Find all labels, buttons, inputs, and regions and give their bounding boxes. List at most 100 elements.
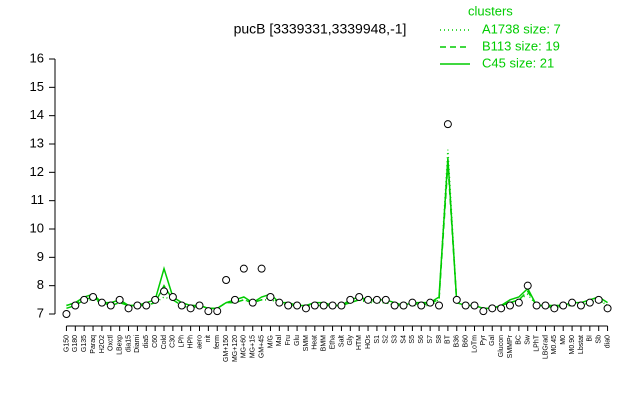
x-tick-label: Sw xyxy=(525,334,532,345)
x-tick-label: dia5 xyxy=(143,335,150,348)
data-point xyxy=(355,293,364,301)
data-point xyxy=(576,301,585,310)
data-point xyxy=(124,304,133,313)
data-point xyxy=(443,120,452,129)
x-tick-label: aero xyxy=(196,335,203,349)
data-point xyxy=(585,298,594,307)
x-tick-label: Lbstat xyxy=(578,335,585,354)
x-tick-label: Heat xyxy=(312,335,319,350)
x-tick-label: LPh xyxy=(179,335,186,348)
data-point xyxy=(319,301,328,310)
data-point xyxy=(142,301,151,310)
data-point xyxy=(168,293,177,301)
data-point xyxy=(293,301,302,310)
data-point xyxy=(390,301,399,310)
data-point xyxy=(151,295,160,304)
data-point xyxy=(160,287,169,296)
data-point xyxy=(239,264,248,273)
data-point xyxy=(488,304,497,313)
x-tick-label: S1 xyxy=(374,335,381,344)
data-point xyxy=(80,295,89,304)
x-tick-label: S4 xyxy=(400,335,407,344)
chart-title: pucB [3339331,3339948,-1] xyxy=(234,21,407,37)
x-tick-label: M0.90 xyxy=(569,335,576,355)
data-point xyxy=(204,307,213,316)
x-tick-label: dia15 xyxy=(125,335,132,352)
x-tick-label: M0.45 xyxy=(551,335,558,355)
data-point xyxy=(603,304,612,313)
x-tick-label: MG+60 xyxy=(241,335,248,358)
data-point xyxy=(470,301,479,310)
x-tick-label: MG+15 xyxy=(250,335,257,358)
data-point xyxy=(266,293,275,301)
data-point xyxy=(213,307,222,316)
x-tick-label: nit xyxy=(205,335,212,342)
x-tick-label: Salt xyxy=(338,335,345,347)
data-point xyxy=(248,298,257,307)
x-tick-label: Gal xyxy=(489,335,496,346)
y-tick-label: 14 xyxy=(30,107,44,122)
x-tick-label: MG+120 xyxy=(232,335,239,362)
data-point xyxy=(222,276,231,284)
data-point xyxy=(230,295,239,304)
x-tick-label: HPh xyxy=(187,335,194,349)
x-tick-label: S6 xyxy=(418,335,425,344)
data-point xyxy=(195,301,204,310)
data-point xyxy=(186,304,195,313)
x-tick-label: LBGrad xyxy=(542,335,549,359)
data-point xyxy=(71,301,80,310)
cluster-line xyxy=(66,158,608,310)
data-point xyxy=(479,307,488,316)
data-point xyxy=(435,301,444,310)
x-tick-label: ferm xyxy=(214,335,221,349)
x-tick-label: HTM xyxy=(356,335,363,350)
data-point xyxy=(301,304,310,313)
data-point xyxy=(115,295,124,304)
y-tick-label: 10 xyxy=(30,220,44,235)
data-point xyxy=(452,295,461,304)
x-tick-label: C60 xyxy=(152,335,159,348)
data-point xyxy=(97,298,106,307)
data-point xyxy=(106,301,115,310)
data-point xyxy=(461,301,470,310)
x-tick-label: BT xyxy=(445,334,452,344)
data-point xyxy=(89,293,98,301)
data-point xyxy=(514,298,523,307)
data-point xyxy=(541,301,550,310)
x-tick-label: LPhT xyxy=(533,334,540,351)
y-tick-label: 11 xyxy=(31,192,45,207)
data-point xyxy=(133,301,142,310)
x-tick-label: BC xyxy=(516,335,523,345)
data-point xyxy=(284,301,293,310)
data-point xyxy=(310,301,319,310)
x-tick-label: H2O2 xyxy=(99,335,106,353)
data-point xyxy=(408,298,417,307)
y-tick-label: 9 xyxy=(37,249,44,264)
data-point xyxy=(559,301,568,310)
y-tick-label: 7 xyxy=(37,305,44,320)
x-tick-label: Mal xyxy=(276,335,283,347)
x-tick-label: S8 xyxy=(436,335,443,344)
x-tick-label: Pyr xyxy=(480,334,487,345)
x-tick-label: GM+150 xyxy=(223,335,230,362)
x-tick-label: Gly xyxy=(347,335,354,346)
x-tick-label: B36 xyxy=(454,335,461,348)
x-tick-label: SMM xyxy=(303,335,310,352)
x-tick-label: BMM xyxy=(321,335,328,352)
x-tick-label: G135 xyxy=(81,335,88,352)
data-point xyxy=(568,298,577,307)
data-point xyxy=(346,295,355,304)
x-tick-label: dia0 xyxy=(604,335,611,348)
x-tick-label: LoTm xyxy=(471,335,478,353)
x-tick-label: HOs xyxy=(365,335,372,350)
x-tick-label: Fru xyxy=(285,335,292,346)
y-tick-label: 15 xyxy=(30,79,44,94)
data-point xyxy=(505,301,514,310)
x-tick-label: SMMPr xyxy=(507,334,514,358)
data-point xyxy=(364,295,373,304)
data-point xyxy=(417,301,426,310)
x-tick-label: S7 xyxy=(427,335,434,344)
x-tick-label: Diami xyxy=(134,335,141,353)
data-point xyxy=(372,295,381,304)
